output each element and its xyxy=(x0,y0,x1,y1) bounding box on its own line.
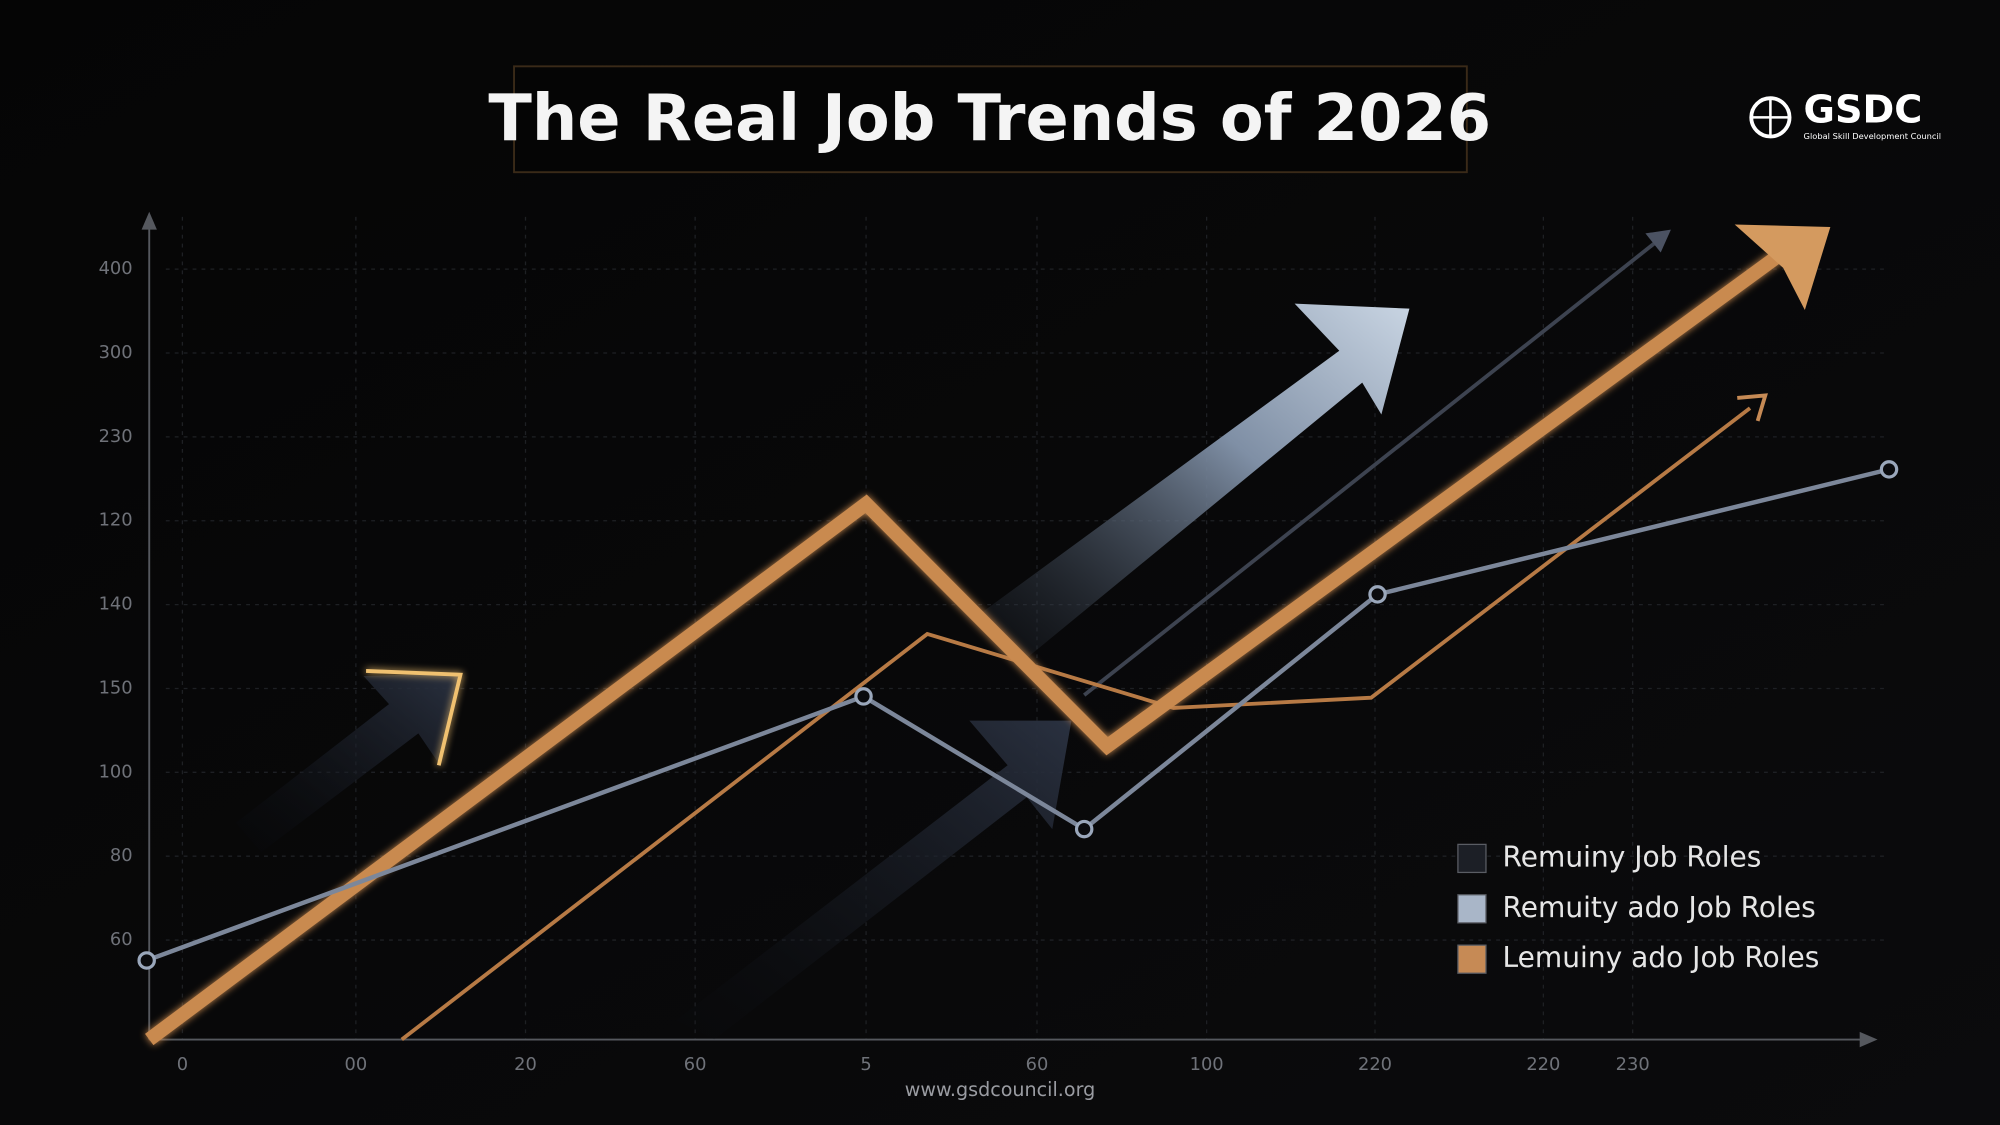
legend-swatch xyxy=(1457,944,1487,974)
logo: GSDC Global Skill Development Council xyxy=(1749,88,1942,141)
decor-arrow xyxy=(235,673,460,853)
trend-arrowhead xyxy=(1737,393,1768,422)
point-marker xyxy=(1879,460,1899,479)
decor-arrow-edge xyxy=(365,669,463,766)
x-tick-label: 220 xyxy=(1526,1054,1560,1075)
trend-arrowhead xyxy=(1645,229,1671,253)
trend-line xyxy=(145,249,1784,1046)
legend-swatch xyxy=(1457,894,1487,924)
y-axis-arrow xyxy=(141,211,157,230)
y-tick-label: 150 xyxy=(99,677,133,698)
y-tick-label: 60 xyxy=(110,929,133,950)
x-tick-label: 20 xyxy=(514,1054,537,1075)
trend-arrowhead xyxy=(1734,224,1831,310)
y-tick-label: 100 xyxy=(99,761,133,782)
x-tick-label: 220 xyxy=(1358,1054,1392,1075)
decor-arrow xyxy=(676,720,1072,1040)
y-tick-label: 120 xyxy=(99,510,133,531)
title: The Real Job Trends of 2026 xyxy=(488,82,1491,156)
legend-label: Lemuiny ado Job Roles xyxy=(1503,941,1820,974)
y-tick-label: 140 xyxy=(99,594,133,615)
footer-url: www.gsdcouncil.org xyxy=(905,1078,1096,1101)
legend: Remuiny Job Roles Remuity ado Job Roles Le… xyxy=(1457,840,1820,974)
x-axis-arrow xyxy=(1859,1031,1878,1048)
y-tick-label: 400 xyxy=(99,258,133,279)
x-tick-label: 0 xyxy=(177,1054,188,1075)
decor-arrow xyxy=(982,303,1410,664)
legend-label: Remuiny Job Roles xyxy=(1503,840,1762,873)
title-box xyxy=(513,65,1468,174)
point-marker xyxy=(854,687,873,706)
y-tick-label: 300 xyxy=(99,342,133,363)
y-tick-label: 80 xyxy=(110,845,133,866)
legend-swatch xyxy=(1457,843,1487,874)
trend-line xyxy=(1082,240,1657,697)
x-tick-label: 60 xyxy=(1026,1054,1049,1075)
point-marker xyxy=(137,951,156,970)
x-tick-label: 230 xyxy=(1616,1054,1650,1075)
x-tick-label: 100 xyxy=(1190,1054,1224,1075)
logo-name: GSDC xyxy=(1804,88,1923,133)
legend-label: Remuity ado Job Roles xyxy=(1503,891,1816,924)
x-tick-label: 60 xyxy=(684,1054,707,1075)
y-tick-label: 230 xyxy=(99,426,133,447)
point-marker xyxy=(1368,585,1387,604)
point-marker xyxy=(1074,819,1094,839)
x-tick-label: 5 xyxy=(860,1054,871,1075)
logo-subtitle: Global Skill Development Council xyxy=(1804,131,1942,141)
trend-line xyxy=(400,406,1752,1042)
x-tick-label: 00 xyxy=(345,1054,368,1075)
